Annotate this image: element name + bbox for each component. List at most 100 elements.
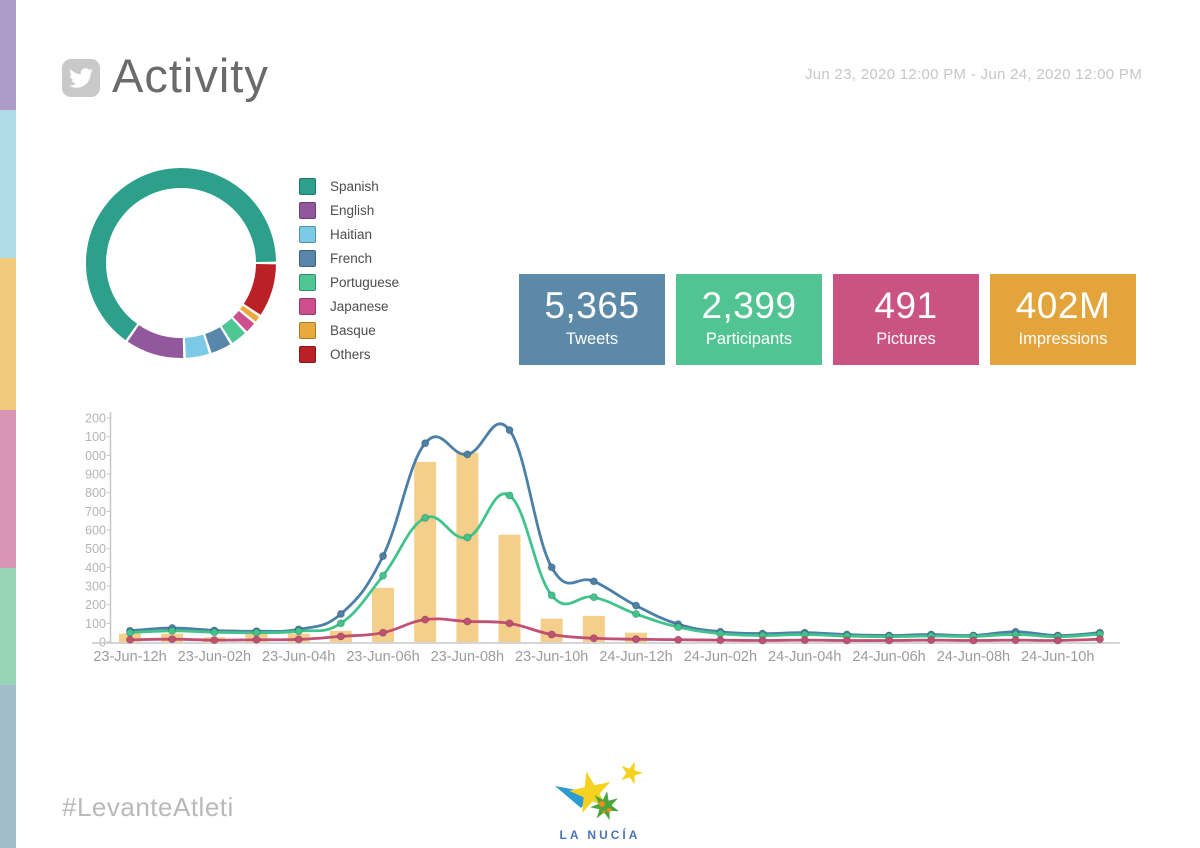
y-tick-label: 300 <box>85 580 106 594</box>
pink-line-point <box>1095 635 1105 644</box>
pink-line-point <box>125 635 135 644</box>
pink-line-point <box>421 615 430 624</box>
legend-label: Basque <box>330 322 376 338</box>
legend-item-others: Others <box>299 342 399 366</box>
blue-line-point <box>547 563 556 572</box>
pink-line-point <box>463 617 472 626</box>
pink-line-point <box>547 630 556 639</box>
bar <box>582 615 605 642</box>
stat-value: 402M <box>1015 285 1111 326</box>
donut-segment-french <box>204 326 231 353</box>
green-line-point <box>210 628 219 637</box>
pink-line-point <box>800 636 809 645</box>
y-tick-label: 1000 <box>85 449 106 463</box>
la-nucia-logo: LA NUCÍA <box>545 760 655 842</box>
stat-value: 5,365 <box>544 285 640 326</box>
pink-line-point <box>674 635 683 644</box>
pink-line-point <box>505 619 514 628</box>
stat-value: 2,399 <box>701 285 797 326</box>
y-tick-label: 600 <box>85 524 106 538</box>
legend-swatch <box>299 273 316 291</box>
activity-time-chart: 0100200300400500600700800900100011001200… <box>78 398 1145 670</box>
green-line-point <box>336 619 345 628</box>
pink-line-point <box>969 636 978 645</box>
pink-line-point <box>168 635 177 644</box>
legend-swatch <box>299 297 316 315</box>
x-tick-label: 24-Jun-12h <box>599 649 672 665</box>
y-tick-label: 1200 <box>85 412 106 426</box>
green-line-point <box>252 628 261 637</box>
legend-label: Haitian <box>330 226 373 242</box>
green-line-point <box>294 627 303 636</box>
donut-segment-spanish <box>86 168 276 341</box>
stat-card-participants: 2,399 Participants <box>676 274 822 365</box>
pink-line-point <box>589 634 598 643</box>
x-tick-label: 24-Jun-06h <box>852 649 925 665</box>
legend-swatch <box>299 321 316 339</box>
hashtag: #LevanteAtleti <box>62 792 234 822</box>
pink-line-point <box>1011 636 1020 645</box>
stat-label: Pictures <box>876 330 936 348</box>
legend-item-portuguese: Portuguese <box>299 270 399 294</box>
pink-line-point <box>378 628 388 637</box>
green-line <box>128 492 1102 639</box>
stat-label: Tweets <box>565 330 619 348</box>
legend-label: Spanish <box>330 178 379 194</box>
logo-text: LA NUCÍA <box>559 828 641 842</box>
bar <box>456 452 479 642</box>
legend-label: Others <box>330 346 371 362</box>
stat-cards: 5,365 Tweets 2,399 Participants 491 Pictures 4… <box>519 274 1136 365</box>
x-tick-label: 24-Jun-02h <box>684 649 757 665</box>
green-line-point <box>547 591 556 600</box>
y-tick-label: 500 <box>85 542 106 556</box>
legend-item-haitian: Haitian <box>299 222 399 246</box>
legend-swatch <box>299 345 316 363</box>
donut-segment-others <box>243 263 276 315</box>
green-line-point <box>378 571 388 580</box>
donut-segment-japanese <box>233 310 255 332</box>
pink-line-point <box>294 635 303 644</box>
y-tick-label: 100 <box>85 617 106 631</box>
x-tick-label: 23-Jun-02h <box>178 649 251 665</box>
pink-line-point <box>1053 636 1062 645</box>
accent-strip-segment-light-blue <box>0 110 16 258</box>
green-line-point <box>168 626 177 635</box>
accent-strip-segment-mint <box>0 568 16 685</box>
donut-segment-basque <box>239 305 260 322</box>
languages-donut-chart <box>86 168 276 358</box>
pink-line-point <box>252 635 261 644</box>
pink-line <box>128 617 1102 642</box>
accent-strip-segment-orange <box>0 258 16 410</box>
date-range: Jun 23, 2020 12:00 PM - Jun 24, 2020 12:… <box>804 66 1142 83</box>
twitter-bird-icon <box>69 68 93 88</box>
y-tick-label: 200 <box>85 598 106 612</box>
pink-line-point <box>210 636 219 645</box>
page-title: Activity <box>112 49 269 102</box>
green-line-point <box>463 533 472 542</box>
blue-line-point <box>421 439 430 448</box>
stat-card-impressions: 402M Impressions <box>990 274 1136 365</box>
legend-item-english: English <box>299 198 399 222</box>
languages-legend: Spanish English Haitian French Portuguese Jap… <box>299 174 399 366</box>
legend-item-french: French <box>299 246 399 270</box>
legend-swatch <box>299 225 316 243</box>
legend-swatch <box>299 177 316 195</box>
x-tick-label: 24-Jun-08h <box>937 649 1010 665</box>
bar <box>414 461 437 642</box>
donut-segment-english <box>127 324 184 358</box>
x-tick-label: 24-Jun-10h <box>1021 649 1094 665</box>
green-line-point <box>421 513 430 522</box>
la-nucia-stars-icon <box>555 761 643 821</box>
stat-card-pictures: 491 Pictures <box>833 274 979 365</box>
x-tick-label: 23-Jun-04h <box>262 649 335 665</box>
y-tick-label: 1100 <box>85 430 106 444</box>
accent-strip-segment-blue-gray <box>0 685 16 848</box>
x-tick-label: 23-Jun-06h <box>346 649 419 665</box>
blue-line-point <box>336 609 345 619</box>
green-line-point <box>674 622 683 632</box>
pink-line-point <box>927 636 936 645</box>
legend-swatch <box>299 249 316 267</box>
stat-label: Participants <box>705 330 793 348</box>
y-tick-label: 800 <box>85 486 106 500</box>
